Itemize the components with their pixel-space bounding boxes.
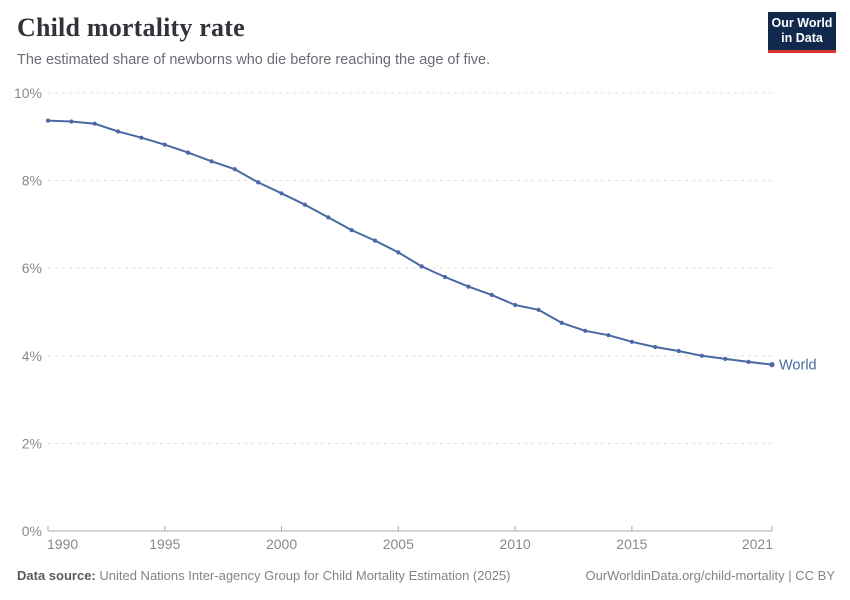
data-point[interactable] (139, 135, 144, 140)
owid-logo[interactable]: Our World in Data (768, 12, 836, 53)
data-point[interactable] (302, 202, 307, 207)
y-tick-label: 10% (14, 85, 42, 101)
data-point[interactable] (606, 333, 611, 338)
data-point[interactable] (466, 284, 471, 289)
data-point[interactable] (746, 359, 751, 364)
data-point[interactable] (232, 167, 237, 172)
x-tick-label: 1995 (149, 536, 180, 552)
data-source-note: Data source: United Nations Inter-agency… (17, 568, 511, 583)
data-point[interactable] (583, 328, 588, 333)
x-tick-label: 1990 (47, 536, 78, 552)
data-source-text: United Nations Inter-agency Group for Ch… (95, 568, 511, 583)
x-tick-label: 2005 (383, 536, 414, 552)
data-point[interactable] (162, 142, 167, 147)
data-point[interactable] (116, 129, 121, 134)
data-point[interactable] (536, 307, 541, 312)
data-point[interactable] (186, 150, 191, 155)
data-point[interactable] (349, 228, 354, 233)
data-line[interactable] (47, 119, 773, 366)
data-point[interactable] (372, 238, 378, 243)
data-point[interactable] (419, 264, 424, 269)
owid-logo-line2: in Data (781, 31, 823, 46)
data-point[interactable] (653, 344, 658, 350)
owid-url-link[interactable]: OurWorldinData.org/child-mortality | CC … (585, 568, 836, 583)
data-point[interactable] (489, 292, 494, 297)
data-point[interactable] (279, 191, 284, 196)
data-point[interactable] (326, 215, 331, 220)
data-point-end[interactable] (769, 362, 775, 368)
data-point[interactable] (629, 339, 635, 344)
data-point[interactable] (209, 159, 214, 164)
chart-subtitle: The estimated share of newborns who die … (17, 52, 491, 68)
data-point[interactable] (396, 250, 401, 255)
x-tick-label: 2021 (742, 536, 773, 552)
data-point[interactable] (256, 180, 261, 185)
data-point[interactable] (45, 118, 51, 123)
x-tick-label: 2015 (616, 536, 647, 552)
y-tick-label: 0% (22, 523, 42, 539)
data-point[interactable] (699, 353, 705, 358)
y-tick-label: 6% (22, 260, 42, 276)
y-tick-label: 4% (22, 348, 42, 364)
data-point[interactable] (559, 320, 564, 325)
data-point[interactable] (442, 274, 448, 280)
data-point[interactable] (513, 302, 518, 308)
y-tick-label: 2% (22, 435, 42, 451)
x-tick-label: 2000 (266, 536, 297, 552)
owid-logo-line1: Our World (771, 16, 833, 30)
series-end-label: World (779, 358, 817, 374)
data-point[interactable] (723, 356, 728, 361)
data-point[interactable] (676, 348, 681, 354)
data-point[interactable] (92, 121, 97, 126)
chart-title: Child mortality rate (17, 13, 245, 42)
x-tick-label: 2010 (500, 536, 531, 552)
data-point[interactable] (69, 119, 74, 124)
data-source-label: Data source: (17, 568, 96, 583)
y-tick-label: 8% (22, 173, 42, 189)
chart-footer: Data source: United Nations Inter-agency… (17, 568, 835, 583)
